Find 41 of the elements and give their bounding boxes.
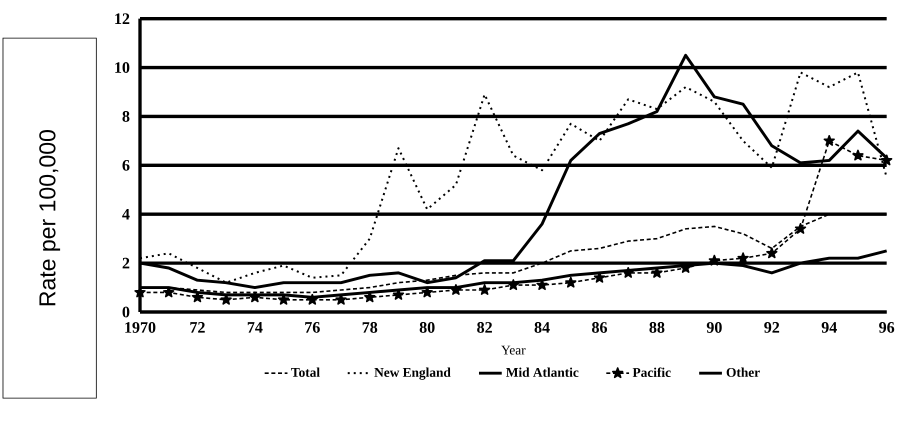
point: [306, 294, 318, 305]
y-axis-title: Rate per 100,000: [39, 130, 60, 306]
point: [478, 284, 490, 295]
x-tick-label: 78: [362, 322, 378, 333]
point: [450, 284, 462, 295]
legend-label: Other: [726, 368, 760, 377]
x-tick-label: 72: [190, 322, 205, 333]
y-tick-label: 8: [122, 111, 130, 122]
x-tick-label: 82: [477, 322, 492, 333]
legend-label: Total: [291, 368, 320, 377]
point: [249, 291, 261, 302]
x-tick-label: 90: [706, 322, 722, 333]
point: [622, 266, 634, 278]
point: [508, 279, 520, 290]
y-tick-label: 6: [122, 160, 130, 171]
x-tick-label: 86: [592, 322, 608, 333]
y-tick-label: 2: [122, 258, 130, 268]
x-axis-title: Year: [501, 346, 526, 355]
x-tick-label: 84: [534, 322, 550, 333]
point: [766, 247, 778, 258]
point: [708, 254, 720, 266]
legend-label: Mid Atlantic: [506, 368, 578, 377]
x-tick-label: 94: [822, 322, 837, 333]
x-tick-label: 76: [305, 322, 320, 333]
y-tick-label: 10: [115, 62, 130, 73]
x-tick-label: 1970: [125, 322, 156, 333]
point: [565, 276, 576, 288]
point: [794, 222, 806, 234]
y-tick-label: 4: [122, 208, 130, 220]
x-tick-label: 92: [764, 322, 780, 333]
x-tick-label: 96: [879, 322, 894, 333]
y-tick-label: 0: [122, 306, 130, 318]
y-tick-label: 12: [115, 13, 130, 24]
x-tick-label: 74: [248, 322, 263, 333]
point: [852, 150, 864, 160]
x-tick-label: 80: [420, 322, 435, 333]
point: [881, 154, 892, 166]
point: [824, 134, 835, 146]
legend-label: Pacific: [632, 367, 671, 377]
legend-label: New England: [374, 368, 451, 380]
x-tick-label: 88: [649, 322, 664, 333]
